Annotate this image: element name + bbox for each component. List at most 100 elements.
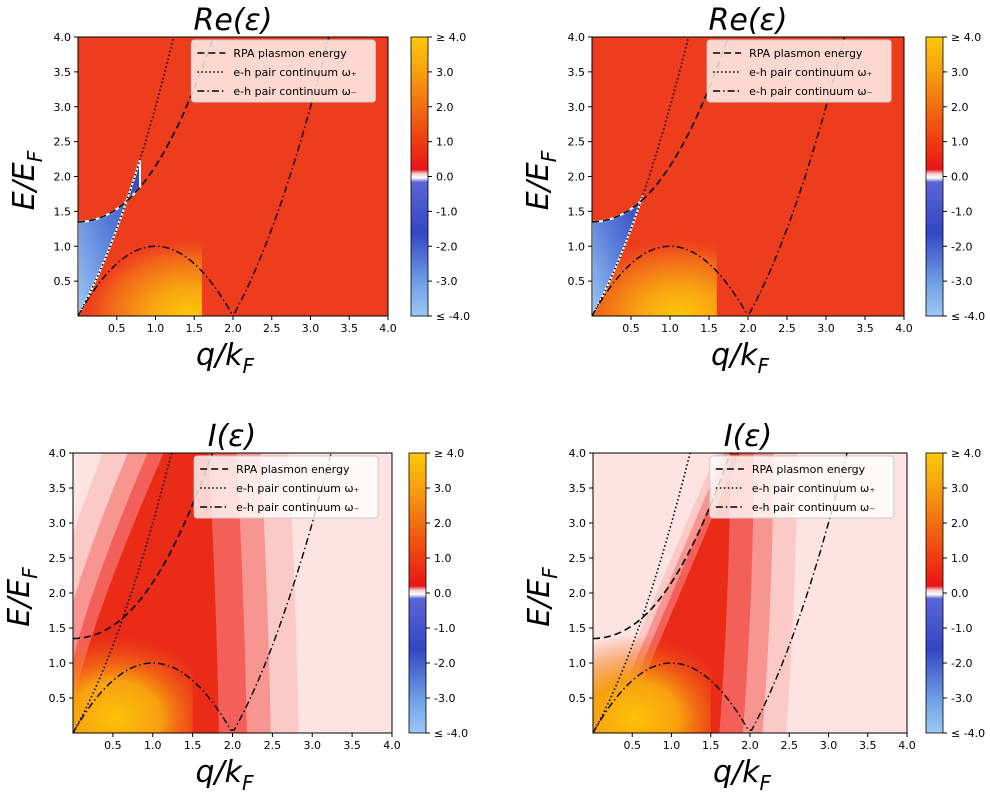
colorbar-label: -2.0 bbox=[951, 240, 972, 253]
chart-title: I(ε) bbox=[208, 419, 256, 454]
legend-label: RPA plasmon energy bbox=[752, 463, 866, 476]
y-tick-label: 1.5 bbox=[49, 622, 67, 635]
y-tick-label: 2.5 bbox=[569, 552, 587, 565]
x-tick-label: 0.5 bbox=[104, 739, 122, 752]
y-tick-label: 2.0 bbox=[568, 171, 586, 184]
x-tick-label: 1.5 bbox=[184, 739, 202, 752]
legend-label: RPA plasmon energy bbox=[233, 47, 347, 60]
y-tick-label: 1.0 bbox=[568, 240, 586, 253]
y-tick-label: 2.0 bbox=[49, 587, 67, 600]
y-tick-label: 0.5 bbox=[49, 692, 67, 705]
y-tick-label: 4.0 bbox=[569, 447, 587, 460]
x-tick-label: 1.0 bbox=[144, 739, 162, 752]
colorbar-label: ≤ -4.0 bbox=[434, 727, 468, 740]
omega-plus-line bbox=[593, 453, 691, 733]
legend-label: e-h pair continuum ω₊ bbox=[236, 482, 359, 495]
colorbar-label: 2.0 bbox=[951, 101, 969, 114]
colorbar-label: 3.0 bbox=[436, 66, 454, 79]
y-tick-label: 2.0 bbox=[569, 587, 587, 600]
y-tick-label: 3.0 bbox=[568, 101, 586, 114]
x-tick-label: 2.0 bbox=[224, 322, 242, 335]
legend-box bbox=[706, 39, 892, 103]
legend-label: RPA plasmon energy bbox=[749, 47, 863, 60]
colorbar-label: ≤ -4.0 bbox=[436, 310, 470, 323]
legend-label: e-h pair continuum ω₊ bbox=[752, 482, 875, 495]
y-tick-label: 3.0 bbox=[569, 517, 587, 530]
colorbar-label: -2.0 bbox=[436, 240, 457, 253]
x-tick-label: 1.0 bbox=[147, 322, 165, 335]
chart-title: Re(ε) bbox=[709, 3, 788, 38]
y-axis-label: E/EF bbox=[521, 150, 561, 210]
x-tick-label: 0.5 bbox=[108, 322, 126, 335]
x-tick-label: 2.5 bbox=[781, 739, 799, 752]
x-tick-label: 1.5 bbox=[702, 739, 720, 752]
colorbar-label: 3.0 bbox=[951, 66, 969, 79]
panel-1: 0.5 1.0 1.5 2.0 2.5 3.0 3.5 4.0 0.5 1.0 1.5 2.0 2.5 3… bbox=[7, 3, 470, 378]
x-tick-label: 1.0 bbox=[661, 322, 679, 335]
y-tick-label: 3.5 bbox=[54, 66, 72, 79]
y-tick-label: 3.0 bbox=[54, 101, 72, 114]
colorbar bbox=[925, 36, 944, 317]
x-tick-label: 2.0 bbox=[741, 739, 759, 752]
colorbar bbox=[408, 452, 427, 734]
legend-label: RPA plasmon energy bbox=[236, 463, 350, 476]
y-tick-label: 0.5 bbox=[54, 275, 72, 288]
y-tick-label: 2.5 bbox=[568, 136, 586, 149]
colorbar-label: -2.0 bbox=[434, 657, 455, 670]
x-tick-label: 3.5 bbox=[343, 739, 361, 752]
colorbar-label: 1.0 bbox=[434, 552, 452, 565]
heatmap-field bbox=[592, 37, 904, 316]
y-tick-label: 2.5 bbox=[49, 552, 67, 565]
colorbar-label: 0.0 bbox=[436, 171, 454, 184]
heatmap-field bbox=[593, 453, 907, 733]
y-tick-label: 4.0 bbox=[54, 31, 72, 44]
panel-3: 0.5 1.0 1.5 2.0 2.5 3.0 3.5 4.0 0.5 1.0 1.5 2.0 2.5 3… bbox=[2, 419, 468, 794]
y-tick-label: 1.5 bbox=[568, 205, 586, 218]
x-tick-label: 1.5 bbox=[186, 322, 204, 335]
x-tick-label: 3.5 bbox=[341, 322, 359, 335]
glow-region bbox=[73, 635, 193, 733]
chart-title: I(ε) bbox=[724, 419, 772, 454]
colorbar-label: ≥ 4.0 bbox=[951, 447, 981, 460]
x-tick-label: 2.0 bbox=[224, 739, 242, 752]
x-tick-label: 3.5 bbox=[859, 739, 877, 752]
y-tick-label: 0.5 bbox=[569, 692, 587, 705]
legend-box bbox=[709, 455, 895, 519]
colorbar-label: 1.0 bbox=[951, 136, 969, 149]
colorbar-label: 3.0 bbox=[951, 482, 969, 495]
omega-minus-line bbox=[592, 37, 846, 316]
y-tick-label: 4.0 bbox=[49, 447, 67, 460]
x-tick-label: 2.5 bbox=[263, 322, 281, 335]
x-tick-label: 2.5 bbox=[264, 739, 282, 752]
colorbar-label: 2.0 bbox=[434, 517, 452, 530]
x-tick-label: 1.0 bbox=[663, 739, 681, 752]
colorbar-label: -2.0 bbox=[951, 657, 972, 670]
x-tick-label: 3.0 bbox=[302, 322, 320, 335]
x-tick-label: 4.0 bbox=[898, 739, 916, 752]
y-axis-label: E/EF bbox=[522, 567, 562, 627]
x-tick-label: 3.0 bbox=[817, 322, 835, 335]
colorbar bbox=[925, 452, 944, 734]
x-tick-label: 3.0 bbox=[820, 739, 838, 752]
legend-label: e-h pair continuum ω₊ bbox=[749, 66, 872, 79]
legend-label: e-h pair continuum ω₋ bbox=[233, 85, 356, 98]
x-axis-label: q/kF bbox=[195, 755, 254, 794]
legend-box bbox=[193, 455, 379, 519]
x-tick-label: 2.0 bbox=[739, 322, 757, 335]
colorbar-label: -1.0 bbox=[436, 205, 457, 218]
y-tick-label: 3.5 bbox=[569, 482, 587, 495]
x-axis-label: q/kF bbox=[713, 755, 772, 794]
omega-plus-line bbox=[78, 37, 175, 316]
y-tick-label: 4.0 bbox=[568, 31, 586, 44]
colorbar-label: 1.0 bbox=[436, 136, 454, 149]
x-axis-label: q/kF bbox=[196, 338, 255, 378]
colorbar-label: ≤ -4.0 bbox=[951, 727, 985, 740]
y-tick-label: 3.5 bbox=[49, 482, 67, 495]
colorbar-label: ≥ 4.0 bbox=[436, 31, 466, 44]
omega-plus-line bbox=[592, 37, 690, 316]
y-axis-label: E/EF bbox=[2, 567, 42, 627]
colorbar-label: -1.0 bbox=[951, 205, 972, 218]
y-tick-label: 3.5 bbox=[568, 66, 586, 79]
colorbar-label: -3.0 bbox=[951, 275, 972, 288]
